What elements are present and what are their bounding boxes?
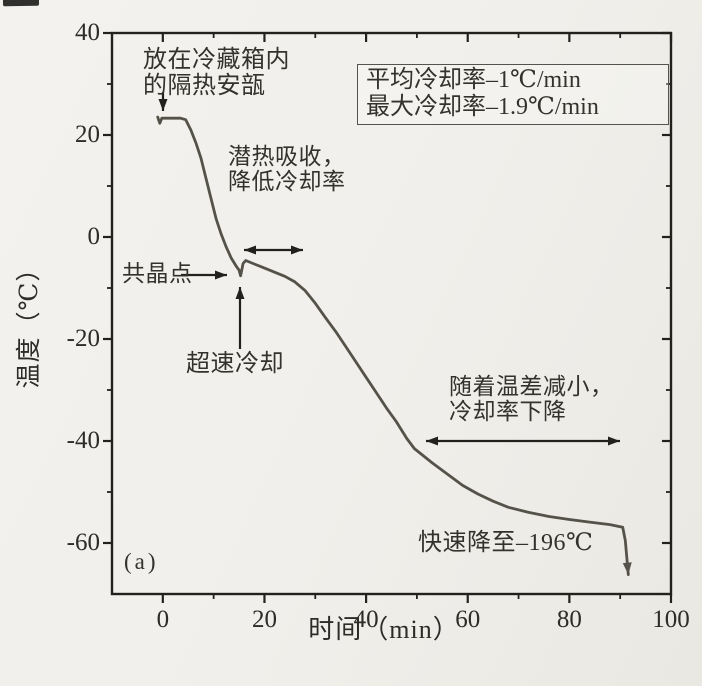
x-tick-label: 60 [455, 606, 481, 633]
arrowhead [244, 245, 256, 255]
x-tick-label: 40 [353, 606, 379, 633]
legend-line-average-rate: 平均冷却率–1℃/min [366, 67, 581, 93]
y-tick-label: 0 [87, 223, 101, 250]
x-axis-title: 时间（min） [308, 615, 460, 644]
legend-line-max-rate: 最大冷却率–1.9℃/min [366, 94, 599, 120]
y-tick-label: -60 [66, 529, 100, 556]
arrowhead [608, 436, 620, 446]
annotation-temp-difference: 随着温差减小， 冷却率下降 [449, 374, 614, 424]
annotation-supercooling: 超速冷却 [186, 351, 284, 377]
x-tick-label: 20 [251, 606, 277, 633]
y-tick-label: -40 [66, 427, 100, 454]
axes-frame [110, 31, 673, 596]
y-axis-title: 温度（℃） [16, 255, 43, 389]
cooling-curve-line [156, 115, 630, 576]
x-tick-label: 100 [652, 606, 690, 633]
annotation-eutectic-point: 共晶点 [122, 261, 193, 286]
annotation-latent-heat: 潜热吸收， 降低冷却率 [228, 144, 346, 194]
x-tick-label: 80 [556, 606, 582, 633]
y-tick-label: -20 [66, 325, 100, 352]
arrowhead [158, 99, 168, 111]
arrowhead [215, 270, 227, 280]
annotation-rapid-drop: 快速降至–196℃ [418, 530, 594, 556]
annotation-ampoule: 放在冷藏箱内 的隔热安瓿 [143, 47, 290, 99]
x-tick-label: 0 [156, 606, 170, 633]
arrowhead [235, 287, 245, 299]
cooling-rate-legend: 平均冷却率–1℃/min 最大冷却率–1.9℃/min [357, 64, 669, 125]
y-tick-label: 20 [75, 121, 100, 148]
arrowhead [622, 562, 632, 575]
arrowhead [291, 245, 303, 255]
y-tick-label: 40 [75, 19, 100, 46]
arrowhead [426, 436, 438, 446]
panel-label: (a) [124, 549, 159, 574]
